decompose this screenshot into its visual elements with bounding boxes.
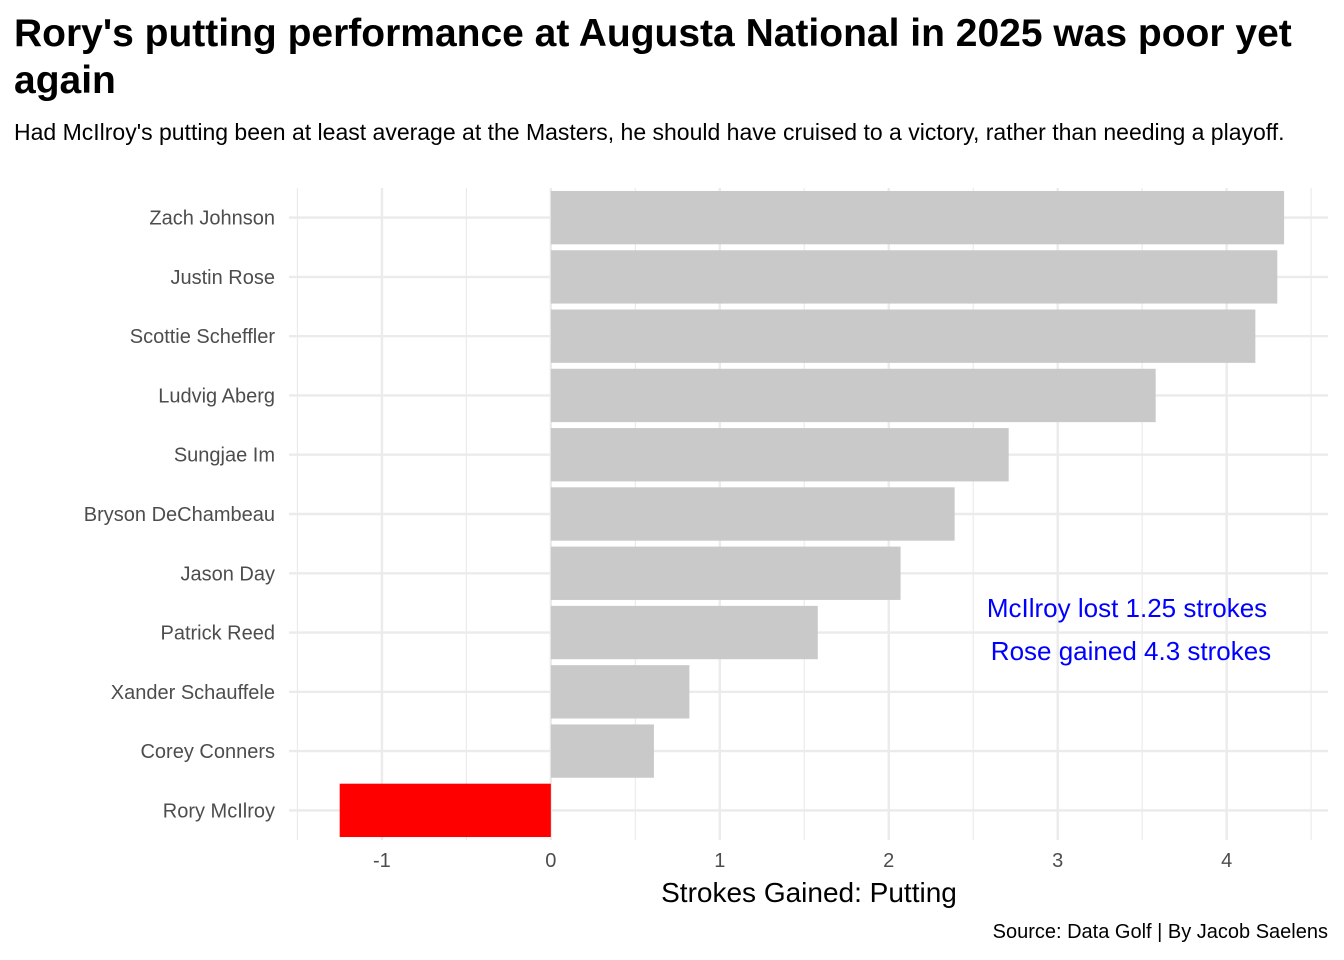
y-tick-label: Patrick Reed [161,623,276,645]
x-tick-label: 4 [1221,850,1232,872]
y-tick-label: Justin Rose [171,267,276,289]
y-tick-label: Sungjae Im [174,445,275,467]
x-tick-label: 3 [1052,850,1063,872]
bar [550,368,1156,423]
x-axis-ticks: -1 0 1 2 3 4 [373,850,1232,872]
bar [550,428,1009,482]
y-tick-label: Bryson DeChambeau [84,504,275,526]
x-tick-label: 2 [883,850,894,872]
chart-title: Rory's putting performance at Augusta Na… [14,12,1292,102]
x-axis-title: Strokes Gained: Putting [661,877,957,908]
bar [550,250,1278,304]
bar [550,665,690,719]
x-tick-label: 1 [714,850,725,872]
bar [550,309,1256,363]
annotation-rose: Rose gained 4.3 strokes [991,636,1271,666]
bar [550,190,1285,245]
y-tick-label: Corey Conners [140,741,275,763]
x-tick-label: -1 [373,850,391,872]
y-tick-label: Scottie Scheffler [130,326,276,348]
y-axis-labels: Zach Johnson Justin Rose Scottie Scheffler… [84,208,276,823]
y-tick-label: Rory McIlroy [163,800,275,822]
bar [550,724,654,778]
y-tick-label: Xander Schauffele [111,682,275,704]
annotation-mcilroy: McIlroy lost 1.25 strokes [987,593,1267,623]
bar [550,546,901,600]
bars [339,190,1285,838]
source-caption: Source: Data Golf | By Jacob Saelens [992,921,1328,943]
chart-subtitle: Had McIlroy's putting been at least aver… [14,119,1285,145]
y-tick-label: Ludvig Aberg [158,385,275,407]
bar-chart: Zach Johnson Justin Rose Scottie Scheffler… [84,188,1328,908]
y-tick-label: Jason Day [181,563,276,585]
bar [550,487,955,541]
bar [550,605,818,660]
y-tick-label: Zach Johnson [149,208,275,230]
bar [339,783,551,838]
x-tick-label: 0 [545,850,556,872]
